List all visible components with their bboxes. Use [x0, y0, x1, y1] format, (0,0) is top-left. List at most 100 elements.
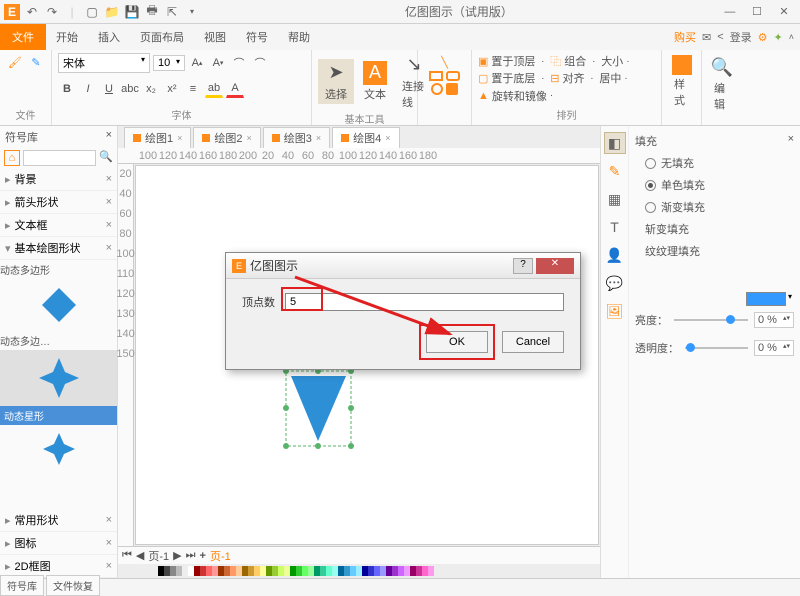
- menu-view[interactable]: 视图: [194, 25, 236, 49]
- login-link[interactable]: 登录: [730, 29, 752, 45]
- collapse-ribbon-icon[interactable]: ˄: [789, 32, 794, 42]
- tab-shapelib[interactable]: 符号库: [0, 575, 44, 596]
- increase-font-icon[interactable]: A▴: [188, 54, 206, 72]
- search-icon[interactable]: 🔍: [99, 150, 113, 166]
- decrease-font-icon[interactable]: A▾: [209, 54, 227, 72]
- page-add[interactable]: +: [200, 550, 206, 562]
- opacity-slider[interactable]: [685, 347, 748, 349]
- brush-icon[interactable]: ✎: [27, 53, 45, 71]
- highlight-icon[interactable]: ab: [205, 80, 223, 98]
- style-button[interactable]: 样式: [668, 53, 695, 110]
- doc-tab-4[interactable]: 绘图4×: [332, 127, 399, 148]
- curve-text2-icon[interactable]: ⌒: [251, 54, 269, 72]
- close-button[interactable]: ✕: [772, 5, 796, 18]
- doc-tab-3[interactable]: 绘图3×: [263, 127, 330, 148]
- radio-solid[interactable]: 单色填充: [635, 174, 794, 196]
- fill-tool-icon[interactable]: ◧: [604, 132, 626, 154]
- group-icon[interactable]: ⿻: [550, 53, 561, 69]
- page-nav-first[interactable]: ⏮: [122, 549, 132, 562]
- subscript-button[interactable]: x₂: [142, 80, 160, 98]
- cat-basic[interactable]: ▾基本绘图形状×: [0, 237, 117, 260]
- text-tool[interactable]: A文本: [357, 59, 393, 104]
- shape-star4[interactable]: [0, 350, 117, 406]
- cancel-button[interactable]: Cancel: [502, 331, 564, 353]
- strike-button[interactable]: abc: [121, 80, 139, 98]
- shape-ellipse-icon[interactable]: [431, 83, 443, 95]
- qat-dropdown-icon[interactable]: ▾: [184, 4, 200, 20]
- minimize-button[interactable]: —: [718, 6, 742, 18]
- new-icon[interactable]: ▢: [84, 4, 100, 20]
- dialog-help-button[interactable]: ?: [513, 258, 533, 274]
- italic-button[interactable]: I: [79, 80, 97, 98]
- vertex-input[interactable]: [285, 293, 564, 311]
- page-nav-last[interactable]: ⏭: [186, 549, 196, 562]
- cat-icon[interactable]: ▸图标×: [0, 532, 117, 555]
- font-family-select[interactable]: 宋体 ▾: [58, 53, 150, 73]
- menu-layout[interactable]: 页面布局: [130, 25, 194, 49]
- color-bar[interactable]: [118, 564, 600, 578]
- tab-recovery[interactable]: 文件恢复: [46, 575, 100, 596]
- page-nav-prev[interactable]: ◀: [136, 549, 144, 562]
- close-right-icon[interactable]: ×: [788, 133, 794, 149]
- superscript-button[interactable]: x²: [163, 80, 181, 98]
- open-icon[interactable]: 📁: [104, 4, 120, 20]
- shape-rect-icon[interactable]: [429, 71, 443, 81]
- settings-icon[interactable]: ⚙: [758, 31, 768, 44]
- radio-opt5[interactable]: 纹纹理填充: [635, 240, 794, 262]
- user-tool-icon[interactable]: 👤: [604, 244, 626, 266]
- underline-button[interactable]: U: [100, 80, 118, 98]
- doc-tab-1[interactable]: 绘图1×: [124, 127, 191, 148]
- radio-opt4[interactable]: 斩变填充: [635, 218, 794, 240]
- align-icon[interactable]: ⊟: [550, 72, 559, 85]
- cat-common[interactable]: ▸常用形状×: [0, 509, 117, 532]
- brightness-value[interactable]: 0 %▴▾: [754, 312, 794, 328]
- ok-button[interactable]: OK: [426, 331, 488, 353]
- mail-icon[interactable]: ✉: [702, 31, 711, 44]
- print-icon[interactable]: 🖶: [144, 4, 160, 20]
- text-tool-icon[interactable]: T: [604, 216, 626, 238]
- buy-link[interactable]: 购买: [674, 29, 696, 45]
- opacity-value[interactable]: 0 %▴▾: [754, 340, 794, 356]
- fill-color-chip[interactable]: [746, 292, 786, 306]
- export-icon[interactable]: ⇱: [164, 4, 180, 20]
- image-tool-icon[interactable]: 🖼: [604, 300, 626, 322]
- font-size-select[interactable]: 10▾: [153, 55, 185, 71]
- cat-background[interactable]: ▸背景×: [0, 168, 117, 191]
- undo-icon[interactable]: ↶: [24, 4, 40, 20]
- shape-star4b[interactable]: [0, 425, 117, 473]
- line-tool-icon[interactable]: ✎: [604, 160, 626, 182]
- chat-tool-icon[interactable]: 💬: [604, 272, 626, 294]
- doc-tab-2[interactable]: 绘图2×: [193, 127, 260, 148]
- radio-gradient[interactable]: 渐变填充: [635, 196, 794, 218]
- home-icon[interactable]: ⌂: [4, 150, 20, 166]
- format-painter-icon[interactable]: 🖌: [6, 53, 24, 71]
- radio-nofill[interactable]: 无填充: [635, 152, 794, 174]
- shape-line-icon[interactable]: ╲: [441, 56, 448, 69]
- menu-symbol[interactable]: 符号: [236, 25, 278, 49]
- share-icon[interactable]: <: [717, 31, 723, 43]
- page-tab-active[interactable]: 页-1: [210, 548, 231, 564]
- curve-text-icon[interactable]: ⌒: [230, 54, 248, 72]
- shadow-tool-icon[interactable]: ▦: [604, 188, 626, 210]
- menu-help[interactable]: 帮助: [278, 25, 320, 49]
- close-pane-icon[interactable]: ×: [106, 129, 112, 145]
- menu-insert[interactable]: 插入: [88, 25, 130, 49]
- apps-icon[interactable]: ✦: [774, 31, 783, 44]
- shape-rrect-icon[interactable]: [446, 71, 460, 81]
- save-icon[interactable]: 💾: [124, 4, 140, 20]
- search-input[interactable]: [23, 150, 96, 166]
- maximize-button[interactable]: ☐: [745, 5, 769, 18]
- redo-icon[interactable]: ↷: [44, 4, 60, 20]
- bold-button[interactable]: B: [58, 80, 76, 98]
- brightness-slider[interactable]: [674, 319, 748, 321]
- send-back-icon[interactable]: ▢: [478, 72, 488, 85]
- shape-diamond[interactable]: [0, 279, 117, 331]
- bring-front-icon[interactable]: ▣: [478, 55, 488, 68]
- dialog-close-button[interactable]: ✕: [536, 258, 574, 274]
- file-menu[interactable]: 文件: [0, 24, 46, 50]
- cat-textbox[interactable]: ▸文本框×: [0, 214, 117, 237]
- select-tool[interactable]: ➤选择: [318, 59, 354, 104]
- shape-fill-icon[interactable]: [446, 83, 458, 95]
- menu-start[interactable]: 开始: [46, 25, 88, 49]
- page-nav-next[interactable]: ▶: [173, 549, 181, 562]
